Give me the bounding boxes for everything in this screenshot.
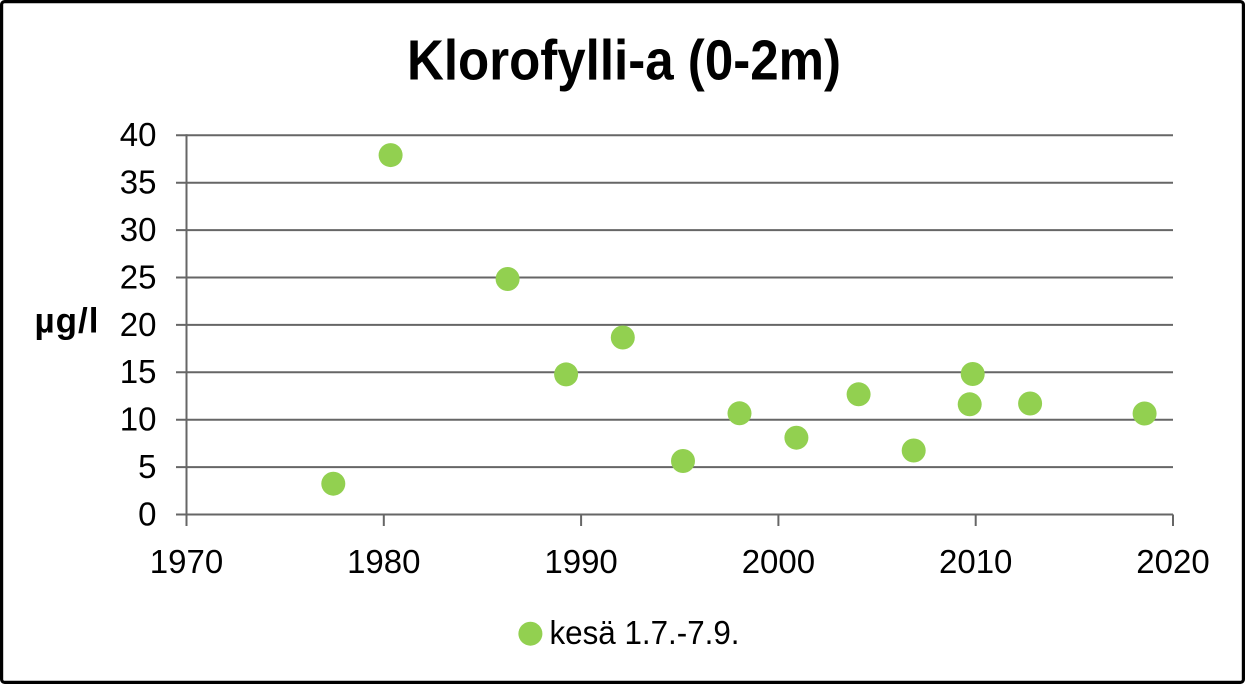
svg-text:25: 25 [120,258,157,295]
svg-text:10: 10 [120,401,157,438]
svg-text:30: 30 [120,211,157,248]
svg-text:2020: 2020 [1136,543,1209,580]
svg-text:2010: 2010 [939,543,1012,580]
svg-text:0: 0 [138,495,156,532]
svg-text:35: 35 [120,164,157,201]
svg-text:20: 20 [120,306,157,343]
svg-text:kesä 1.7.-7.9.: kesä 1.7.-7.9. [550,614,740,651]
svg-text:1980: 1980 [347,543,420,580]
svg-text:2000: 2000 [742,543,815,580]
svg-text:15: 15 [120,353,157,390]
svg-text:1970: 1970 [150,543,223,580]
svg-text:Klorofylli-a (0-2m): Klorofylli-a (0-2m) [407,28,841,92]
svg-text:40: 40 [120,116,157,153]
svg-text:5: 5 [138,448,156,485]
svg-text:1990: 1990 [544,543,617,580]
svg-text:µg/l: µg/l [35,301,100,340]
